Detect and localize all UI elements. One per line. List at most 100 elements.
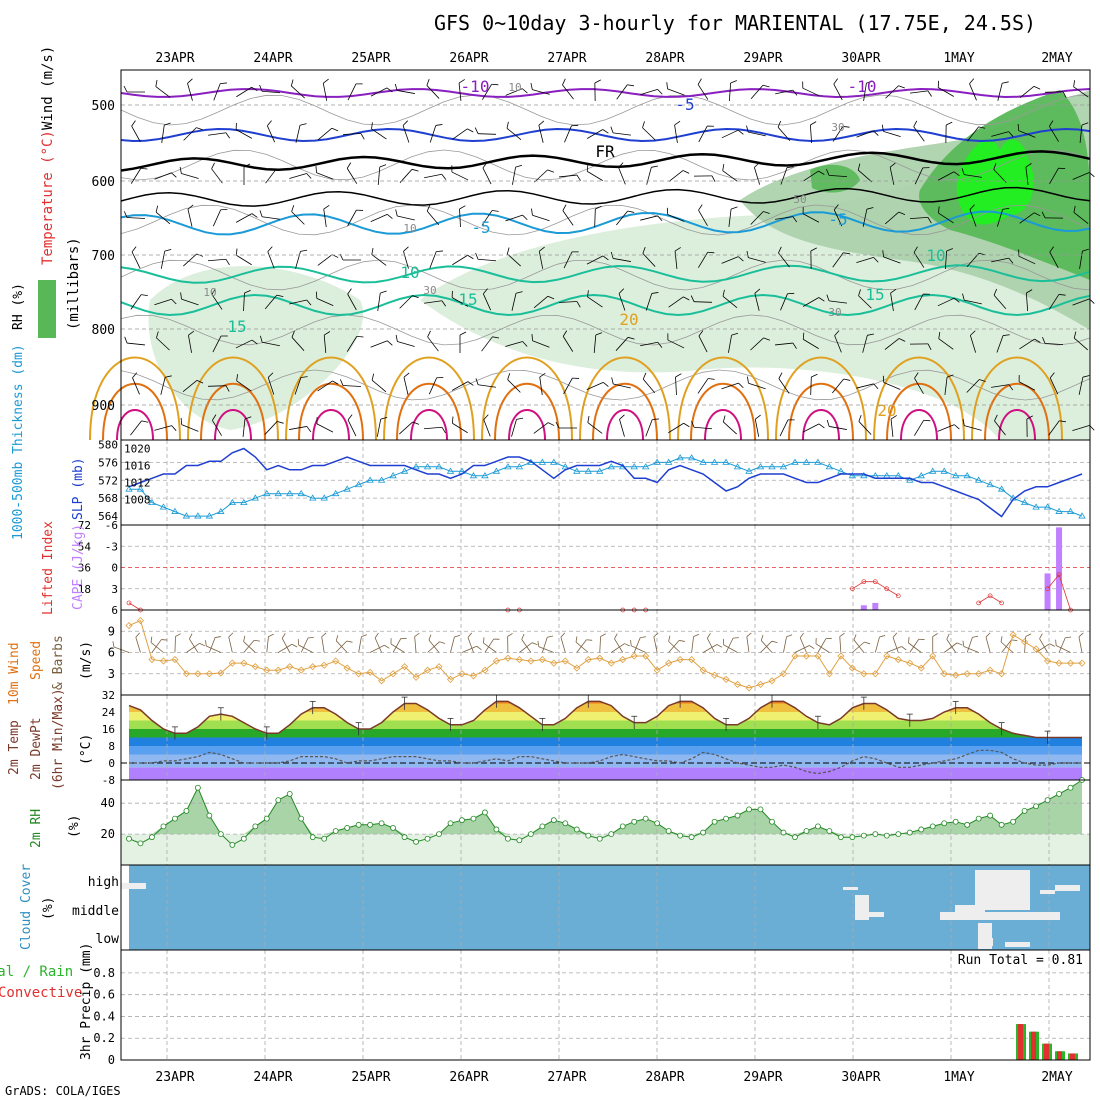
wind10-barb-flag	[575, 636, 578, 643]
wind10-barb-shaft	[783, 636, 787, 653]
temp-arch-0	[677, 356, 769, 441]
wind-barb-flag	[180, 417, 183, 425]
wind-barb-flag	[251, 86, 258, 92]
wind-barb-flag	[667, 333, 669, 341]
wind-barb	[780, 292, 795, 311]
wind-barb-flag	[889, 162, 896, 168]
wind-barb	[564, 124, 579, 143]
rh2m-line-point	[1010, 818, 1017, 825]
wind-barb	[187, 204, 194, 227]
wind-barb-shaft	[482, 167, 492, 185]
wind-barb-shaft	[1044, 342, 1064, 346]
wind-barb-flag	[435, 124, 443, 126]
rh2m-line-point	[1067, 784, 1074, 791]
wind-barb-flag	[187, 78, 193, 84]
wind-barb	[289, 426, 312, 433]
wind-barb-shaft	[451, 381, 469, 391]
wind10-barb-shaft	[541, 637, 548, 653]
wind-barb	[426, 204, 440, 226]
wind10-barb-flag	[384, 644, 390, 649]
wind-barb-flag	[881, 124, 884, 132]
wind-barb	[507, 373, 521, 393]
wind10-barb-shaft	[702, 644, 718, 653]
wind10-barb-flag	[722, 638, 724, 645]
wind-barb-shaft	[483, 419, 491, 437]
wind-barb-flag	[123, 211, 128, 218]
wind-barb-shaft	[693, 301, 713, 303]
wind-barb-flag	[475, 252, 479, 260]
wind10-barb-shaft	[908, 642, 922, 653]
wind-barb-flag	[441, 174, 447, 180]
wind10-barb-flag	[483, 637, 485, 644]
wind-barb-shaft	[161, 125, 165, 143]
wind-barb-shaft	[347, 83, 357, 101]
wind-barb	[395, 209, 415, 221]
wind-barb	[1073, 80, 1089, 98]
wind-barb	[1049, 246, 1059, 269]
wind-barb-flag	[1041, 211, 1046, 219]
wind10-barb	[151, 639, 168, 653]
contour-label: 20	[619, 310, 638, 329]
wind-barb-flag	[627, 336, 635, 340]
wind-barb-flag	[141, 420, 149, 423]
wind-barb-shaft	[511, 419, 517, 437]
wind10-barb-shaft	[209, 637, 216, 653]
lifted-index-point	[976, 600, 982, 606]
wind-barb	[130, 167, 148, 184]
wind-barb-shaft	[377, 166, 381, 186]
wind-barb-shaft	[183, 127, 197, 141]
wind10-barb	[390, 638, 405, 653]
wind-barb-flag	[132, 372, 138, 378]
wind-barb-shaft	[775, 342, 793, 346]
minmax-axis-label: (6hr Min/Max)	[51, 688, 66, 790]
wind10-barb	[374, 632, 382, 653]
temp-contour-3	[120, 186, 1091, 207]
wind-barb	[728, 206, 738, 227]
wind10-barb-flag	[281, 633, 286, 639]
wind-barb-shaft	[914, 293, 924, 311]
date-label-bottom: 29APR	[743, 1070, 782, 1085]
wind-barb-shaft	[423, 426, 443, 430]
wind10-speed-line-point	[412, 673, 420, 681]
cape-tick: 72	[78, 519, 91, 532]
wind10-speed-line-point	[860, 670, 868, 678]
wind-barb-shaft	[187, 83, 193, 101]
wind-barb	[721, 129, 744, 139]
wind-barb	[264, 421, 284, 435]
contour-label: 15	[458, 290, 477, 309]
wind-barb-flag	[698, 204, 703, 211]
wind-barb-flag	[642, 372, 647, 380]
wind-barb-flag	[522, 214, 528, 221]
wind10-speed-line-point	[975, 670, 983, 678]
wind-barb-shaft	[317, 254, 333, 266]
wind-barb-flag	[379, 164, 387, 168]
wind-barb	[316, 291, 334, 307]
wind-barb-shaft	[211, 294, 223, 310]
wind-barb-shaft	[938, 87, 954, 97]
wind-barb	[154, 172, 177, 180]
thickness-line-point	[1055, 507, 1063, 514]
wind10-barb	[943, 642, 963, 653]
wind-barb-flag	[690, 295, 695, 302]
rh2m-line-point	[413, 838, 419, 845]
rh-contour	[120, 369, 1091, 401]
wind10-barb	[794, 645, 815, 653]
wind-barb-shaft	[424, 173, 442, 179]
wind-barb-flag	[212, 414, 217, 421]
date-label-top: 30APR	[841, 51, 880, 66]
wind-barb	[969, 330, 977, 353]
wind-barb-flag	[371, 247, 374, 255]
wind-barb	[803, 297, 825, 307]
wind-barb-flag	[483, 288, 488, 295]
wind-barb-shaft	[397, 341, 415, 347]
wind-barb-flag	[244, 289, 251, 294]
wind-barb-shaft	[856, 383, 874, 389]
wind-barb-shaft	[775, 216, 793, 220]
wind10-barb-flag	[892, 632, 898, 638]
wind-barb	[212, 209, 228, 227]
wind-barb-flag	[1008, 384, 1014, 391]
wind10-axis-label: 10m Wind	[7, 642, 22, 705]
wind10-barb	[908, 637, 922, 653]
wind10-barb-flag	[733, 637, 739, 639]
wind10-speed-line-point	[802, 652, 810, 660]
